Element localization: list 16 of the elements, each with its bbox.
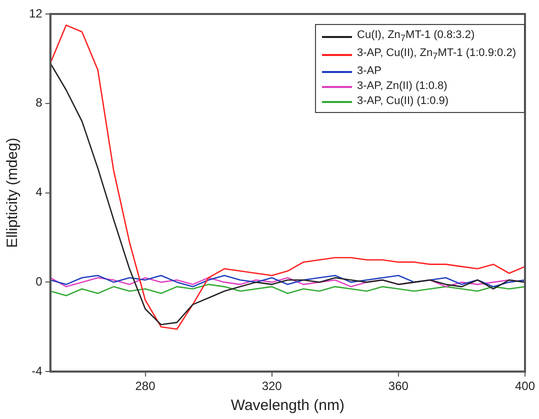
x-axis-title: Wavelength (nm): [230, 397, 344, 414]
y-tick-label: 12: [28, 6, 43, 20]
legend-label: 3-AP: [357, 64, 382, 80]
x-tick-label: 280: [135, 379, 156, 394]
legend-label: 3-AP, Cu(II), Zn$_{7}$MT-1 (1:0.9:0.2): [357, 46, 516, 64]
x-tick-label: 320: [262, 379, 282, 394]
y-tick-label: 4: [36, 185, 43, 200]
legend-label: 3-AP, Cu(II) (1:0.9): [357, 94, 449, 110]
y-axis-title: Ellipticity (mdeg): [4, 138, 22, 248]
y-tick-label: -4: [32, 364, 43, 378]
y-tick-label: 8: [36, 96, 43, 110]
y-tick-label: 0: [36, 274, 43, 289]
legend-label: 3-AP, Zn(II) (1:0.8): [357, 79, 448, 94]
x-tick-label: 400: [514, 379, 536, 394]
x-tick-label: 360: [388, 379, 409, 394]
legend-label: Cu(I), Zn$_{7}$MT-1 (0.8:3.2): [357, 28, 475, 46]
